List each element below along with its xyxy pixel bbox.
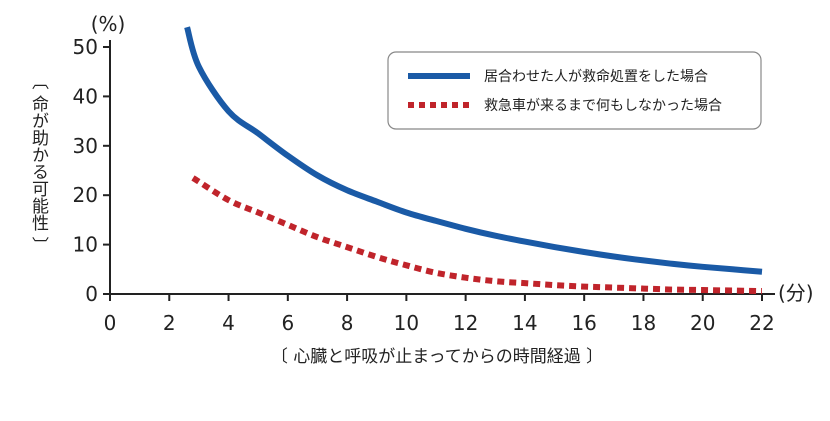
x-tick-label: 22 bbox=[749, 311, 774, 335]
x-tick-label: 0 bbox=[104, 311, 117, 335]
x-tick-label: 20 bbox=[690, 311, 715, 335]
x-tick-label: 14 bbox=[512, 311, 537, 335]
x-tick-label: 18 bbox=[631, 311, 656, 335]
series-line-1 bbox=[184, 26, 763, 275]
series-line-2 bbox=[191, 175, 763, 294]
y-tick-label: 20 bbox=[73, 183, 98, 207]
x-tick-label: 4 bbox=[222, 311, 235, 335]
x-axis-title: 〔 心臓と呼吸が止まってからの時間経過 〕 bbox=[271, 347, 603, 367]
legend-label-series-1: 居合わせた人が救命処置をした場合 bbox=[484, 68, 708, 85]
y-tick-label: 10 bbox=[73, 233, 98, 257]
x-unit-label: (分) bbox=[778, 281, 814, 305]
x-tick-label: 2 bbox=[163, 311, 176, 335]
y-tick-label: 30 bbox=[73, 134, 98, 158]
y-tick-label: 0 bbox=[85, 282, 98, 306]
x-ticks: 0 2 4 6 8 10 12 14 16 18 20 22 bbox=[104, 294, 775, 335]
x-tick-label: 6 bbox=[281, 311, 294, 335]
x-tick-label: 12 bbox=[453, 311, 478, 335]
series-lines bbox=[184, 26, 763, 294]
x-tick-label: 8 bbox=[341, 311, 354, 335]
legend-label-series-2: 救急車が来るまで何もしなかった場合 bbox=[484, 97, 722, 114]
y-ticks: 0 10 20 30 40 50 bbox=[73, 35, 110, 306]
y-axis-title: 〔 命が助かる可能性 〕 bbox=[28, 73, 49, 254]
axes bbox=[109, 40, 775, 295]
x-tick-label: 16 bbox=[571, 311, 596, 335]
y-unit-label: (%) bbox=[91, 12, 126, 36]
legend: 居合わせた人が救命処置をした場合 救急車が来るまで何もしなかった場合 bbox=[387, 51, 762, 130]
x-tick-label: 10 bbox=[394, 311, 419, 335]
y-tick-label: 40 bbox=[73, 84, 98, 108]
legend-box bbox=[387, 51, 762, 130]
y-tick-label: 50 bbox=[73, 35, 98, 59]
